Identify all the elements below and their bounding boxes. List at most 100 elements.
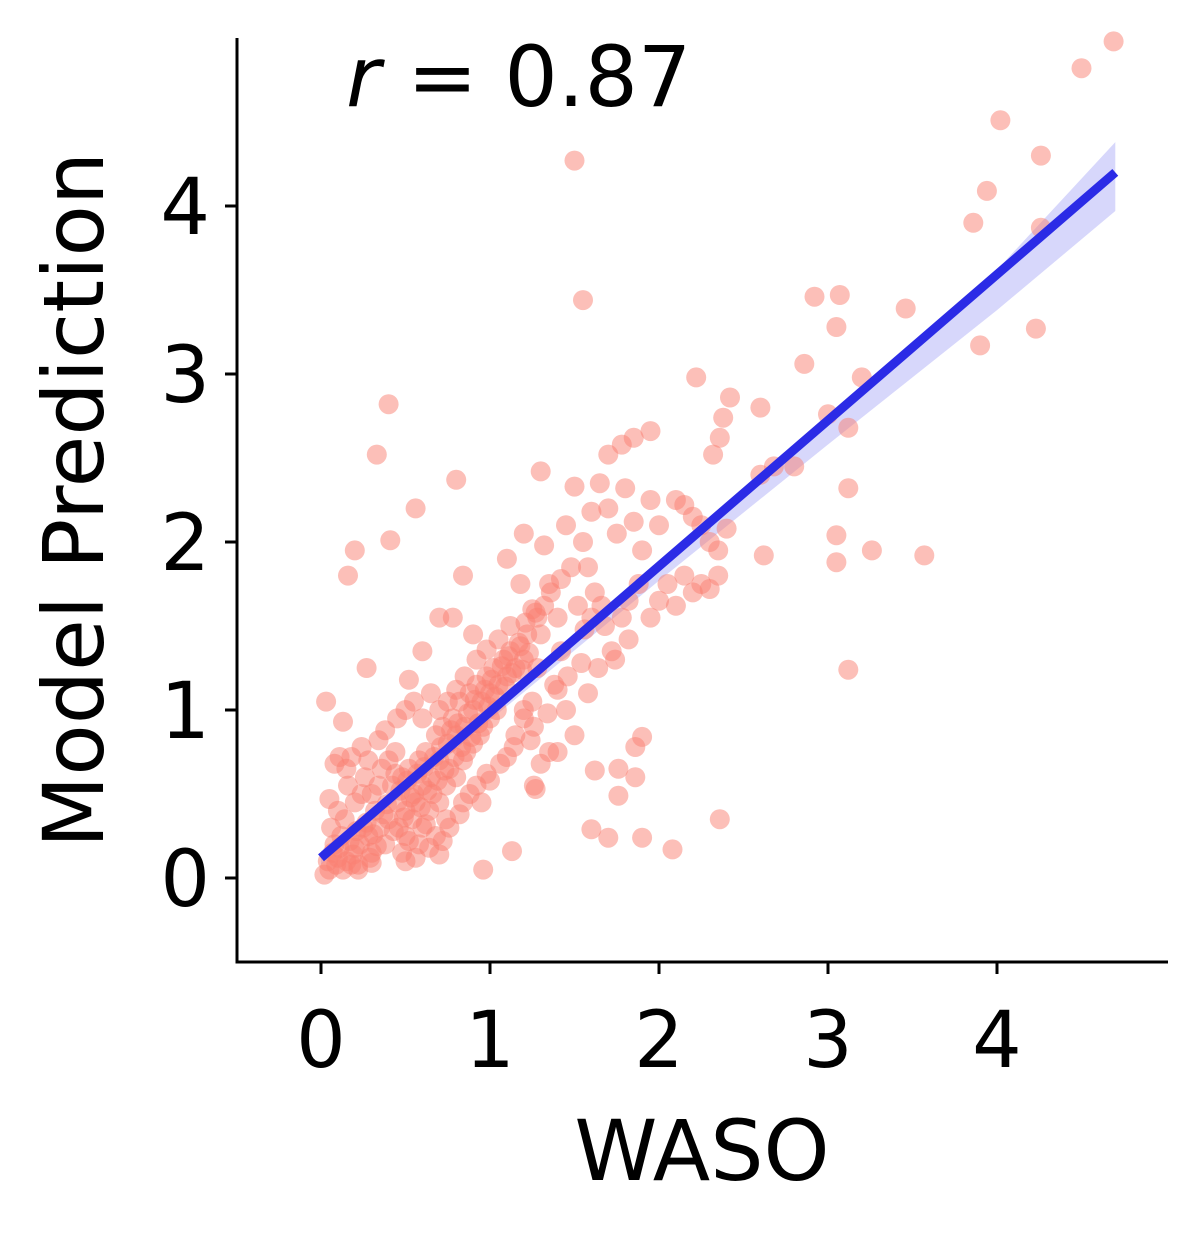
scatter-point <box>826 552 847 573</box>
scatter-point <box>665 595 686 616</box>
scatter-point <box>720 387 740 408</box>
scatter-point <box>442 607 463 628</box>
scatter-point <box>1071 58 1092 79</box>
scatter-point <box>963 212 984 233</box>
scatter-point <box>496 548 517 569</box>
scatter-point <box>561 557 582 578</box>
scatter-point <box>513 700 534 720</box>
scatter-point <box>605 649 626 670</box>
scatter-point <box>753 545 774 566</box>
scatter-point <box>573 532 593 552</box>
scatter-point <box>589 473 610 494</box>
scatter-point <box>453 792 473 813</box>
scatter-point <box>564 476 585 497</box>
scatter-point <box>556 515 576 536</box>
scatter-point <box>632 726 653 747</box>
scatter-point <box>366 444 387 465</box>
scatter-point <box>446 469 467 490</box>
scatter-point <box>503 737 524 757</box>
scatter-point <box>366 836 387 857</box>
scatter-point <box>632 827 653 848</box>
scatter-point <box>895 298 916 319</box>
scatter-point <box>632 540 653 561</box>
scatter-point <box>573 290 593 311</box>
y-tick-label: 4 <box>160 163 210 253</box>
x-tick-label: 1 <box>465 996 515 1086</box>
scatter-point <box>488 629 509 650</box>
scatter-point <box>398 831 419 851</box>
scatter-point <box>581 819 602 840</box>
scatter-point <box>412 641 433 662</box>
scatter-point <box>358 750 379 771</box>
y-axis-title: Model Prediction <box>25 152 123 848</box>
scatter-point <box>618 629 639 650</box>
scatter-point <box>564 150 585 171</box>
scatter-point <box>970 335 991 356</box>
scatter-point <box>338 775 358 796</box>
scatter-point <box>1030 145 1051 166</box>
scatter-point <box>412 708 433 729</box>
scatter-point <box>385 763 406 784</box>
scatter-point <box>914 545 935 566</box>
scatter-point <box>344 540 365 561</box>
scatter-point <box>640 607 661 628</box>
scatter-point <box>708 565 729 586</box>
scatter-point <box>750 397 771 418</box>
scatter-point <box>640 421 661 442</box>
scatter-point <box>615 478 636 499</box>
scatter-point <box>537 703 558 724</box>
scatter-point <box>829 285 850 305</box>
scatter-point <box>640 490 661 510</box>
x-tick-label: 4 <box>972 996 1022 1086</box>
scatter-point <box>525 779 546 799</box>
scatter-point <box>502 841 522 862</box>
scatter-point <box>368 775 389 796</box>
scatter-point <box>623 511 644 532</box>
scatter-point <box>380 530 401 551</box>
scatter-point <box>316 691 337 712</box>
scatter-point <box>708 540 729 561</box>
regression-line <box>318 168 1119 862</box>
scatter-point <box>525 602 546 623</box>
y-ticks: 0 1 2 3 4 <box>160 163 237 925</box>
scatter-point <box>375 720 396 741</box>
scatter-point <box>838 659 859 680</box>
scatter-point <box>1025 318 1046 339</box>
scatter-point <box>557 666 578 687</box>
scatter-point <box>588 658 609 678</box>
scatter-point <box>608 758 629 779</box>
y-tick-label: 2 <box>160 499 210 589</box>
scatter-point <box>976 180 997 201</box>
scatter-point <box>804 286 825 307</box>
correlation-annotation: r = 0.87 <box>346 28 691 126</box>
scatter-point <box>623 427 644 448</box>
scatter-point <box>608 785 629 806</box>
scatter-point <box>1103 31 1124 52</box>
scatter-point <box>530 753 551 774</box>
x-tick-label: 2 <box>634 996 684 1086</box>
scatter-point <box>393 807 414 828</box>
scatter-point <box>398 669 419 690</box>
scatter-point <box>333 711 353 732</box>
scatter-point <box>674 565 695 586</box>
y-tick-label: 3 <box>160 331 210 421</box>
scatter-point <box>410 797 431 818</box>
x-ticks: 0 1 2 3 4 <box>296 962 1022 1086</box>
scatter-point <box>709 427 730 448</box>
scatter-point <box>611 607 632 628</box>
scatter-point <box>861 540 882 561</box>
scatter-point <box>649 590 669 611</box>
scatter-point <box>716 518 737 539</box>
scatter-point <box>838 478 859 499</box>
scatter-point <box>403 691 424 712</box>
scatter-point <box>571 653 592 673</box>
scatter-point <box>598 827 619 848</box>
y-tick-label: 0 <box>160 835 210 925</box>
scatter-point <box>520 730 541 751</box>
scatter-point <box>584 760 605 781</box>
fit-line-layer <box>318 168 1119 862</box>
scatter-point <box>709 809 730 830</box>
scatter-point <box>703 444 724 465</box>
